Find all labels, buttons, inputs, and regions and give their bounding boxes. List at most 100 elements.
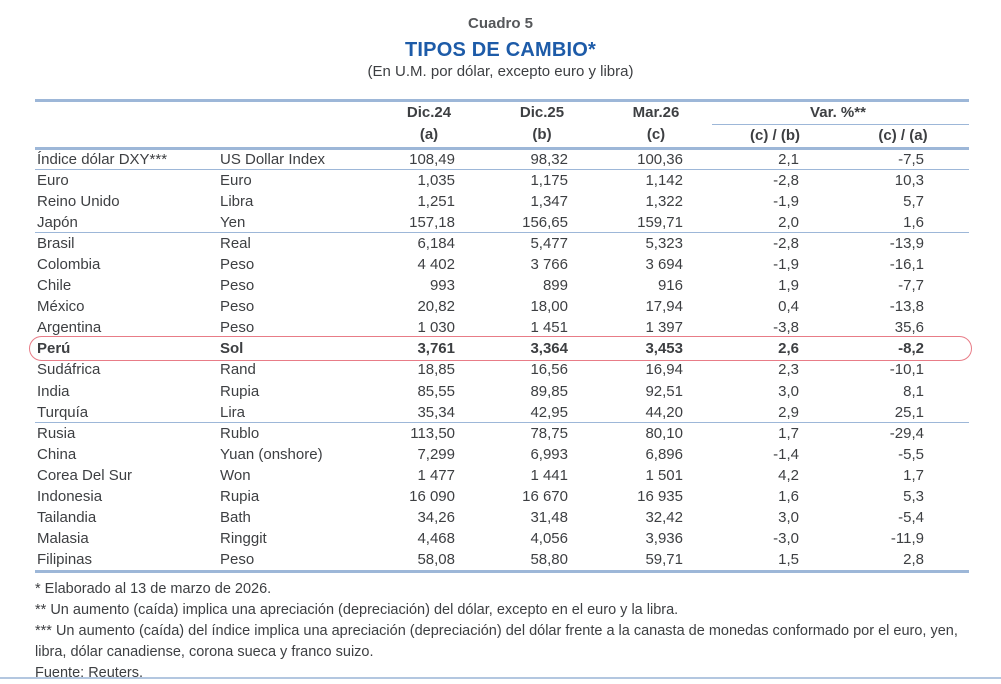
col-header-mar26: Mar.26 <box>632 104 680 121</box>
cell-mar26: 1 397 <box>645 319 683 337</box>
cell-var_cb: -2,8 <box>773 235 799 253</box>
cell-dic24: 3,761 <box>417 340 455 358</box>
col-subheader-c: (c) <box>646 126 666 143</box>
cell-var_cb: -3,8 <box>773 319 799 337</box>
cell-var_ca: -29,4 <box>889 424 924 442</box>
cell-dic25: 1,347 <box>530 193 568 211</box>
cell-var_cb: 2,6 <box>778 340 799 358</box>
cell-country: Chile <box>37 277 72 295</box>
cell-var_ca: -11,9 <box>890 529 924 547</box>
cell-mar26: 5,323 <box>645 235 683 253</box>
table-row: China Yuan (onshore) 7,299 6,993 6,896 -1,4 -5… <box>35 444 969 465</box>
cell-currency: Real <box>220 235 251 253</box>
cell-var_cb: -2,8 <box>773 172 799 190</box>
cell-mar26: 80,10 <box>645 424 683 442</box>
cell-country: Euro <box>37 172 69 190</box>
cell-dic24: 1,251 <box>417 193 455 211</box>
cell-dic25: 899 <box>542 277 568 295</box>
table-row: México Peso 20,82 18,00 17,94 0,4 -13,8 <box>35 296 969 317</box>
cell-var_cb: 1,9 <box>778 277 799 295</box>
cell-country: Indonesia <box>37 487 103 505</box>
cell-var_cb: -1,9 <box>773 193 799 211</box>
cell-currency: Ringgit <box>220 529 267 547</box>
cell-var_ca: -13,9 <box>889 235 924 253</box>
cell-dic25: 98,32 <box>530 151 568 168</box>
cell-dic24: 6,184 <box>417 235 455 253</box>
table-row: Indonesia Rupia 16 090 16 670 16 935 1,6 5,3 <box>35 486 969 507</box>
cell-currency: Peso <box>220 298 255 316</box>
cell-country: India <box>37 382 70 400</box>
cell-mar26: 100,36 <box>637 151 683 168</box>
table-row: Brasil Real 6,184 5,477 5,323 -2,8 -13,9 <box>35 233 969 254</box>
cell-country: Tailandia <box>37 508 97 526</box>
cell-dic24: 993 <box>429 277 455 295</box>
cell-currency: Sol <box>220 340 244 358</box>
cell-mar26: 16,94 <box>645 361 683 379</box>
cell-mar26: 3,453 <box>645 340 683 358</box>
footnote: Fuente: Reuters. <box>35 665 143 681</box>
cell-mar26: 6,896 <box>645 445 683 463</box>
cell-dic24: 34,26 <box>417 508 455 526</box>
cell-var_cb: -3,0 <box>773 529 799 547</box>
cell-var_ca: 5,7 <box>903 193 924 211</box>
cell-var_ca: -16,1 <box>889 256 924 274</box>
cell-var_ca: 5,3 <box>903 487 924 505</box>
table-row: Japón Yen 157,18 156,65 159,71 2,0 1,6 <box>35 212 969 234</box>
cell-currency: Rand <box>220 361 256 379</box>
table-row: India Rupia 85,55 89,85 92,51 3,0 8,1 <box>35 381 969 402</box>
cell-var_cb: -1,9 <box>773 256 799 274</box>
table-top-rule <box>35 99 969 102</box>
col-header-var-group: Var. %** <box>810 104 866 121</box>
cell-dic24: 1 030 <box>417 319 455 337</box>
col-subheader-b: (b) <box>532 126 552 143</box>
cell-dic25: 78,75 <box>530 424 568 442</box>
cell-country: Argentina <box>37 319 102 337</box>
table-number-caption: Cuadro 5 <box>467 15 533 32</box>
cell-var_cb: 2,0 <box>778 214 799 232</box>
table-row: Euro Euro 1,035 1,175 1,142 -2,8 10,3 <box>35 170 969 191</box>
cell-currency: Lira <box>220 403 246 421</box>
table-row: Tailandia Bath 34,26 31,48 32,42 3,0 -5,4 <box>35 507 969 528</box>
cell-var_cb: -1,4 <box>773 445 799 463</box>
footnotes: * Elaborado al 13 de marzo de 2026. ** Un… <box>35 579 973 684</box>
table-row: Colombia Peso 4 402 3 766 3 694 -1,9 -16,1 <box>35 254 969 275</box>
cell-country: Índice dólar DXY*** <box>37 151 168 168</box>
cell-mar26: 17,94 <box>645 298 683 316</box>
cell-currency: Yen <box>220 214 246 232</box>
table-row: Turquía Lira 35,34 42,95 44,20 2,9 25,1 <box>35 402 969 423</box>
cell-dic24: 113,50 <box>410 424 455 442</box>
cell-var_cb: 3,0 <box>778 508 799 526</box>
cell-dic25: 42,95 <box>530 403 568 421</box>
cell-currency: Yuan (onshore) <box>220 445 323 463</box>
table-row: Argentina Peso 1 030 1 451 1 397 -3,8 35,6 <box>35 317 969 338</box>
cell-country: Malasia <box>37 529 89 547</box>
cell-mar26: 59,71 <box>645 550 683 568</box>
cell-currency: Won <box>220 466 251 484</box>
cell-var_cb: 2,9 <box>778 403 799 421</box>
cell-mar26: 916 <box>657 277 683 295</box>
cell-var_cb: 1,5 <box>778 550 799 568</box>
cell-country: Filipinas <box>37 550 93 568</box>
page-bottom-rule <box>0 677 1001 679</box>
col-header-var-c-a: (c) / (a) <box>878 127 928 144</box>
cell-dic24: 4,468 <box>417 529 455 547</box>
cell-dic25: 3 766 <box>530 256 568 274</box>
cell-currency: Peso <box>220 256 255 274</box>
cell-var_ca: 1,6 <box>903 214 924 232</box>
cell-country: Colombia <box>37 256 101 274</box>
cell-country: México <box>37 298 85 316</box>
table-row: Reino Unido Libra 1,251 1,347 1,322 -1,9 5,7 <box>35 191 969 212</box>
footnote: ** Un aumento (caída) implica una apreci… <box>35 602 679 618</box>
cell-var_ca: -10,1 <box>889 361 924 379</box>
cell-country: Corea Del Sur <box>37 466 133 484</box>
cell-country: Sudáfrica <box>37 361 101 379</box>
cell-currency: Rupia <box>220 487 260 505</box>
cell-mar26: 3,936 <box>645 529 683 547</box>
table-bottom-rule <box>35 570 969 573</box>
col-header-dic25: Dic.25 <box>519 104 565 121</box>
table-row: Índice dólar DXY*** US Dollar Index 108,49… <box>35 149 969 171</box>
cell-dic25: 1 451 <box>530 319 568 337</box>
cell-dic25: 58,80 <box>530 550 568 568</box>
cell-var_cb: 1,7 <box>778 424 799 442</box>
